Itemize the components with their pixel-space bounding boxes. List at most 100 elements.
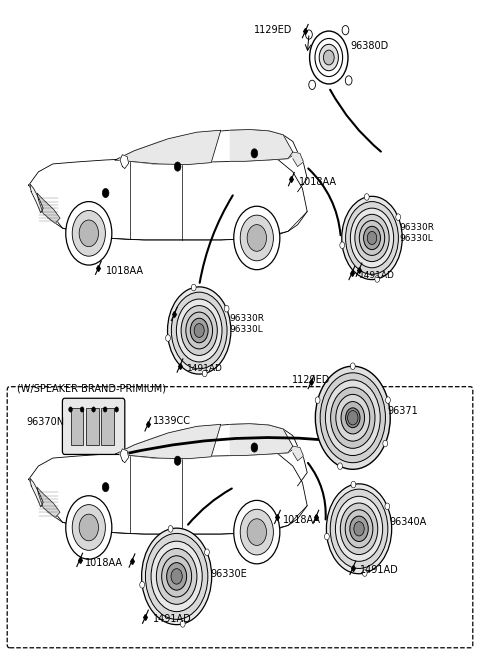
Circle shape [336, 496, 383, 561]
Circle shape [166, 334, 170, 341]
Text: 96330E: 96330E [210, 568, 247, 579]
Circle shape [342, 196, 402, 280]
Text: 96340A: 96340A [390, 517, 427, 527]
Circle shape [331, 387, 375, 448]
Circle shape [66, 202, 112, 265]
Circle shape [240, 215, 274, 261]
Circle shape [324, 50, 334, 65]
Text: 96371: 96371 [388, 406, 419, 416]
Bar [86, 408, 98, 444]
Circle shape [385, 503, 390, 510]
Circle shape [234, 500, 280, 564]
Circle shape [310, 31, 348, 84]
Circle shape [224, 305, 229, 312]
Text: 1339CC: 1339CC [153, 416, 191, 426]
Circle shape [330, 489, 388, 568]
Circle shape [360, 221, 384, 255]
Circle shape [340, 503, 378, 555]
Circle shape [162, 556, 192, 597]
Circle shape [174, 456, 181, 465]
Circle shape [102, 188, 109, 198]
Circle shape [306, 30, 312, 39]
Circle shape [247, 225, 266, 251]
Circle shape [341, 402, 364, 434]
Circle shape [362, 570, 367, 576]
Polygon shape [37, 193, 60, 223]
Circle shape [80, 407, 84, 412]
Text: 1018AA: 1018AA [299, 177, 336, 188]
Circle shape [345, 510, 373, 548]
Polygon shape [230, 130, 293, 161]
Circle shape [247, 519, 266, 545]
Circle shape [324, 533, 329, 540]
Circle shape [350, 208, 394, 268]
Polygon shape [30, 184, 43, 213]
Circle shape [348, 410, 358, 425]
Circle shape [367, 231, 377, 245]
Circle shape [355, 214, 389, 262]
Text: 1491AD: 1491AD [153, 614, 192, 625]
Polygon shape [120, 155, 129, 169]
Text: 96330R
96330L: 96330R 96330L [229, 314, 264, 334]
Circle shape [72, 504, 106, 551]
Circle shape [346, 408, 360, 428]
Circle shape [202, 370, 207, 377]
Circle shape [181, 305, 217, 356]
Text: (W/SPEAKER BRAND-PRIMIUM): (W/SPEAKER BRAND-PRIMIUM) [17, 383, 166, 393]
Circle shape [309, 80, 315, 89]
Circle shape [156, 549, 197, 604]
Text: 1491AD: 1491AD [360, 565, 399, 576]
Circle shape [115, 407, 119, 412]
Circle shape [79, 514, 98, 541]
Circle shape [383, 440, 388, 447]
Circle shape [336, 395, 370, 441]
Circle shape [92, 407, 96, 412]
Circle shape [354, 522, 364, 536]
Circle shape [346, 202, 398, 274]
Circle shape [72, 210, 106, 256]
Circle shape [396, 214, 401, 221]
Circle shape [315, 397, 320, 403]
Bar [71, 408, 84, 444]
Circle shape [350, 516, 368, 541]
Text: 96370N: 96370N [26, 416, 64, 427]
FancyBboxPatch shape [62, 398, 125, 455]
Polygon shape [115, 424, 298, 458]
Circle shape [176, 299, 222, 362]
Polygon shape [293, 446, 303, 461]
Circle shape [79, 220, 98, 247]
Circle shape [337, 463, 342, 469]
Circle shape [167, 563, 187, 590]
Circle shape [240, 509, 274, 555]
Circle shape [171, 568, 182, 584]
Circle shape [319, 44, 338, 71]
Circle shape [234, 206, 280, 270]
Text: 96330R
96330L: 96330R 96330L [400, 223, 435, 243]
Text: 1491AD: 1491AD [359, 271, 395, 280]
Circle shape [315, 366, 390, 469]
Circle shape [375, 276, 380, 282]
Polygon shape [230, 424, 293, 455]
Circle shape [315, 38, 343, 77]
Text: 1491AD: 1491AD [187, 364, 223, 373]
Circle shape [342, 26, 349, 35]
Circle shape [151, 541, 202, 611]
Circle shape [204, 549, 209, 555]
Circle shape [102, 483, 109, 492]
Circle shape [326, 484, 392, 574]
Circle shape [180, 621, 185, 627]
Circle shape [340, 242, 345, 249]
Text: 1018AA: 1018AA [106, 266, 144, 276]
Circle shape [103, 407, 107, 412]
Polygon shape [29, 153, 307, 240]
Polygon shape [115, 130, 298, 164]
Circle shape [145, 533, 208, 619]
Circle shape [168, 525, 173, 532]
Circle shape [325, 380, 380, 455]
Circle shape [363, 226, 381, 250]
Circle shape [251, 149, 258, 158]
Circle shape [186, 312, 213, 349]
Circle shape [69, 407, 72, 412]
Circle shape [192, 284, 196, 291]
Circle shape [190, 318, 208, 343]
